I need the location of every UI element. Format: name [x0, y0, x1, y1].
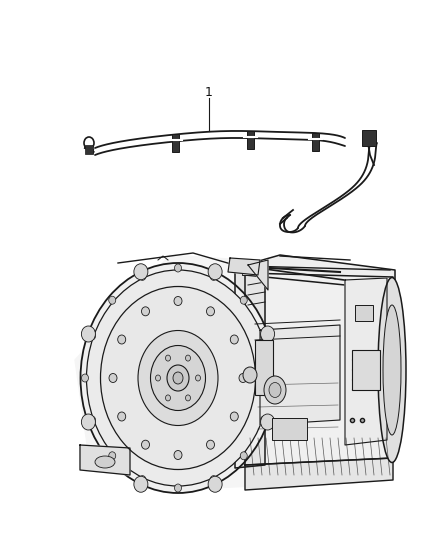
Ellipse shape: [139, 272, 146, 280]
Ellipse shape: [261, 332, 268, 340]
Ellipse shape: [109, 452, 116, 460]
Ellipse shape: [261, 326, 275, 342]
Ellipse shape: [240, 296, 247, 304]
Ellipse shape: [139, 475, 146, 483]
Ellipse shape: [195, 375, 201, 381]
Ellipse shape: [230, 412, 238, 421]
Polygon shape: [245, 255, 395, 290]
Ellipse shape: [141, 307, 149, 316]
Ellipse shape: [243, 367, 257, 383]
Bar: [362, 130, 376, 146]
Ellipse shape: [268, 374, 275, 382]
Ellipse shape: [81, 326, 95, 342]
Polygon shape: [228, 258, 260, 275]
Ellipse shape: [81, 263, 276, 493]
Ellipse shape: [174, 484, 181, 492]
Bar: [255, 340, 273, 395]
Polygon shape: [245, 273, 393, 465]
Ellipse shape: [81, 414, 95, 430]
Ellipse shape: [264, 376, 286, 404]
Polygon shape: [248, 260, 268, 290]
Ellipse shape: [174, 296, 182, 305]
Ellipse shape: [383, 305, 401, 435]
Ellipse shape: [88, 416, 95, 424]
Polygon shape: [260, 325, 340, 425]
Ellipse shape: [166, 355, 170, 361]
Ellipse shape: [210, 272, 217, 280]
Ellipse shape: [138, 330, 218, 425]
Ellipse shape: [151, 345, 205, 410]
Ellipse shape: [173, 372, 183, 384]
Ellipse shape: [186, 395, 191, 401]
Bar: [172, 134, 179, 152]
Ellipse shape: [378, 278, 406, 463]
Ellipse shape: [88, 332, 95, 340]
Ellipse shape: [208, 477, 222, 492]
Ellipse shape: [261, 414, 275, 430]
Text: 1: 1: [205, 85, 213, 99]
Ellipse shape: [186, 355, 191, 361]
Ellipse shape: [239, 374, 247, 383]
Ellipse shape: [118, 335, 126, 344]
Ellipse shape: [210, 475, 217, 483]
Ellipse shape: [95, 456, 115, 468]
Ellipse shape: [109, 374, 117, 383]
Bar: [85, 145, 93, 154]
Ellipse shape: [269, 383, 281, 398]
Polygon shape: [345, 278, 387, 445]
Ellipse shape: [206, 307, 215, 316]
Ellipse shape: [86, 270, 269, 486]
Bar: [311, 133, 318, 151]
Polygon shape: [75, 255, 400, 490]
Ellipse shape: [100, 287, 255, 470]
Bar: [352, 350, 380, 390]
Ellipse shape: [261, 416, 268, 424]
Ellipse shape: [166, 395, 170, 401]
Ellipse shape: [141, 440, 149, 449]
Ellipse shape: [230, 335, 238, 344]
Ellipse shape: [208, 264, 222, 280]
Bar: [247, 131, 254, 149]
Ellipse shape: [174, 264, 181, 272]
Bar: [355, 305, 373, 321]
Polygon shape: [80, 445, 130, 475]
Ellipse shape: [155, 375, 160, 381]
Ellipse shape: [81, 374, 88, 382]
Ellipse shape: [167, 365, 189, 391]
Ellipse shape: [134, 477, 148, 492]
Polygon shape: [245, 458, 393, 490]
Bar: [242, 260, 262, 275]
Bar: [272, 418, 307, 440]
Ellipse shape: [174, 450, 182, 459]
Ellipse shape: [134, 264, 148, 280]
Ellipse shape: [240, 452, 247, 460]
Ellipse shape: [118, 412, 126, 421]
Polygon shape: [235, 265, 265, 468]
Ellipse shape: [109, 296, 116, 304]
Ellipse shape: [206, 440, 215, 449]
